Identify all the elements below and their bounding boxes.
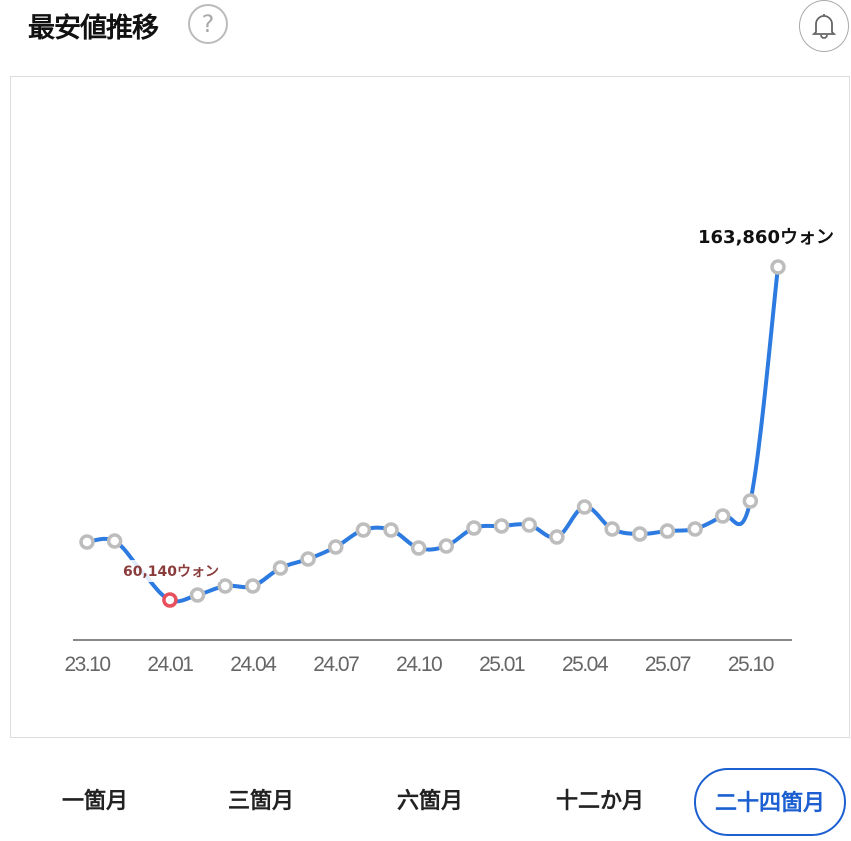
x-tick-label: 25.10	[728, 653, 774, 676]
data-point	[189, 587, 206, 603]
data-point	[245, 578, 261, 594]
tab-12-months[interactable]: 十二か月	[555, 789, 644, 814]
x-tick-label: 24.07	[313, 653, 359, 676]
data-point	[383, 522, 399, 538]
x-tick-label: 24.04	[230, 653, 277, 676]
page-title: 最安値推移	[28, 13, 159, 44]
max-price-label: 163,860ウォン	[698, 227, 834, 248]
price-chart: 23.10 24.01 24.04 24.07 24.10 25.01 25.04 25.07…	[64, 227, 834, 676]
x-tick-label: 25.07	[645, 653, 691, 676]
x-tick-label: 25.01	[479, 653, 525, 676]
x-tick-label: 24.01	[147, 653, 193, 676]
data-point	[770, 259, 786, 275]
data-point	[328, 539, 344, 555]
period-tabs: 一箇月 三箇月 六箇月 十二か月 二十四箇月	[0, 768, 851, 838]
tab-1-month[interactable]: 一箇月	[61, 789, 128, 814]
tab-24-months[interactable]: 二十四箇月	[694, 768, 846, 836]
min-label-bg	[120, 560, 220, 582]
data-point	[79, 534, 95, 550]
data-point	[604, 521, 620, 537]
data-point	[493, 518, 510, 534]
data-point	[742, 493, 759, 509]
x-tick-label: 24.10	[396, 653, 442, 676]
chart-panel	[10, 76, 850, 738]
data-point	[410, 540, 427, 556]
min-point	[162, 592, 178, 608]
bell-icon[interactable]	[799, 0, 849, 52]
tab-3-months[interactable]: 三箇月	[227, 789, 294, 814]
tab-6-months[interactable]: 六箇月	[396, 789, 463, 814]
min-price-label: 60,140ウォン	[123, 564, 219, 580]
data-point	[355, 522, 372, 538]
data-point	[687, 521, 703, 537]
data-point	[576, 499, 593, 515]
data-point	[272, 560, 289, 576]
data-point	[549, 529, 565, 545]
x-tick-label: 25.04	[562, 653, 609, 676]
question-circle-icon[interactable]: ?	[188, 4, 228, 44]
data-point	[632, 526, 648, 542]
data-point	[106, 533, 123, 549]
data-point	[217, 578, 233, 594]
data-point	[714, 508, 731, 524]
data-point	[521, 517, 537, 533]
data-point	[659, 523, 676, 539]
x-tick-label: 23.10	[64, 653, 110, 676]
data-point	[466, 520, 482, 536]
data-point	[438, 538, 455, 554]
data-point	[300, 551, 316, 567]
series-line	[86, 266, 780, 604]
